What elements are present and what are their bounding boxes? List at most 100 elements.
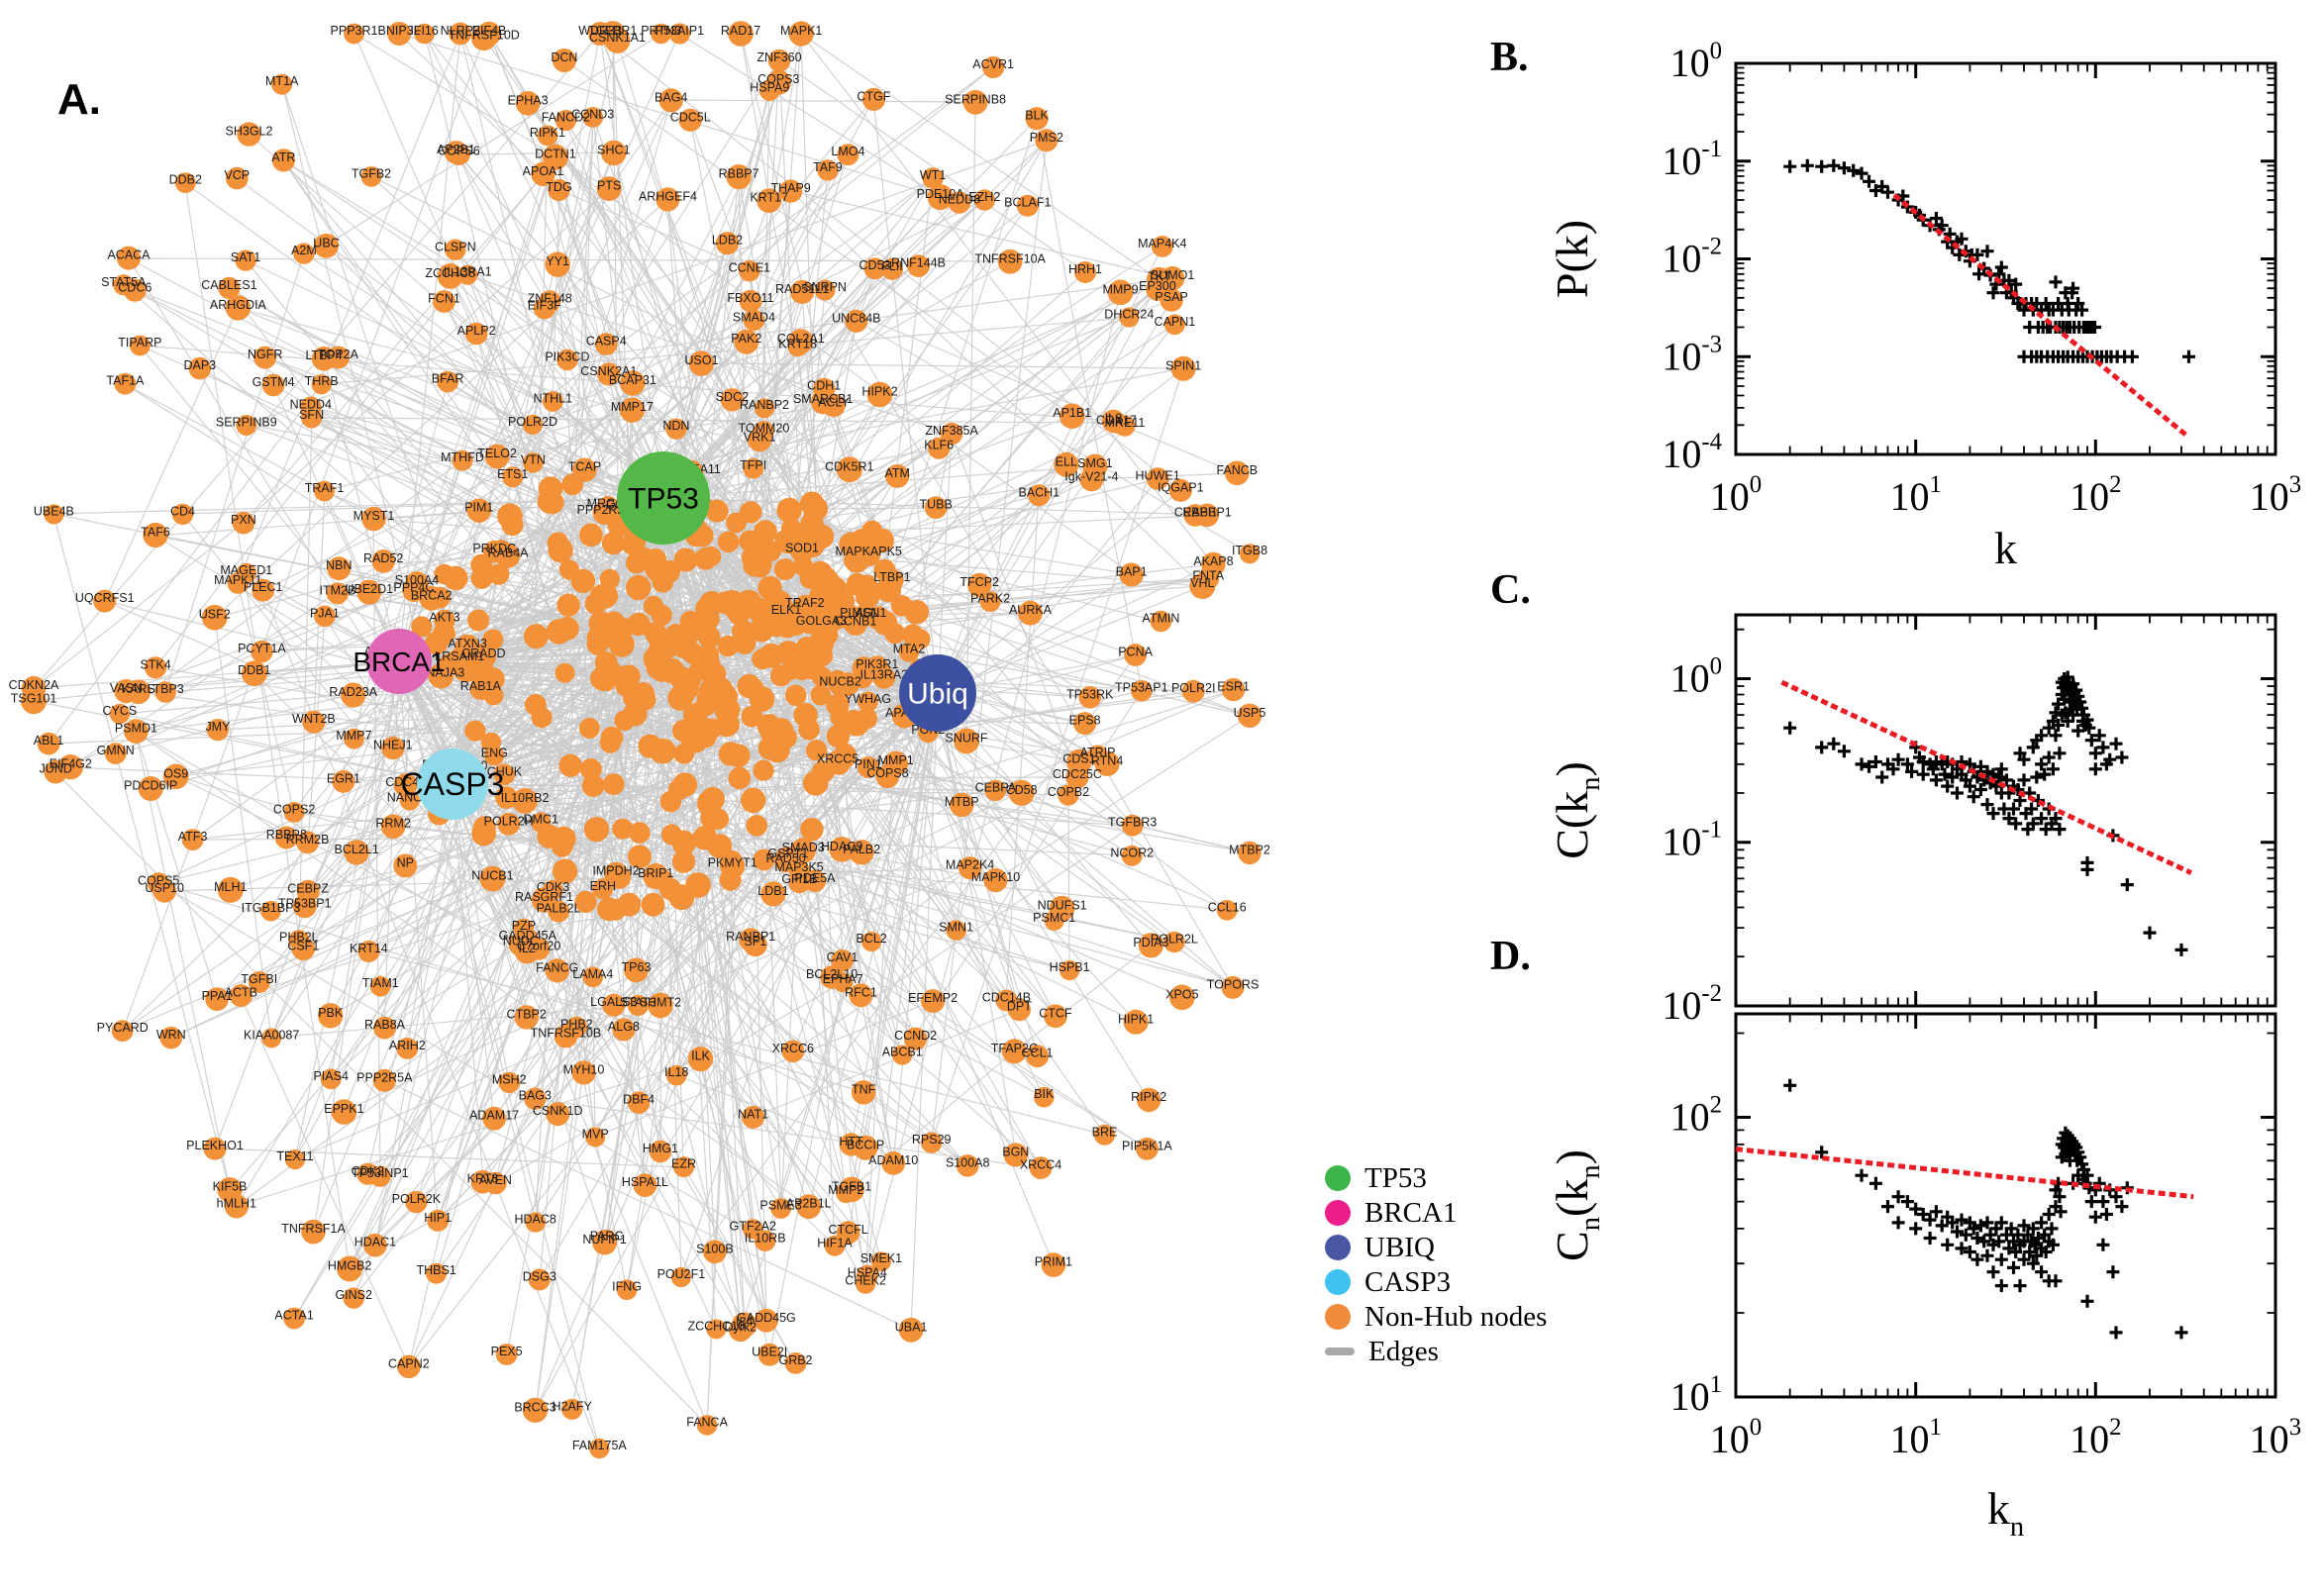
svg-text:BCAP31: BCAP31 <box>609 373 656 387</box>
svg-text:TRAF2: TRAF2 <box>785 596 825 610</box>
svg-text:NUCB2: NUCB2 <box>819 674 860 688</box>
svg-text:THRB: THRB <box>305 374 339 388</box>
svg-text:CTCFL: CTCFL <box>828 1223 867 1237</box>
svg-text:SHMT2: SHMT2 <box>640 995 681 1009</box>
svg-text:STAT3: STAT3 <box>620 996 656 1010</box>
svg-text:COPS6: COPS6 <box>438 145 479 158</box>
svg-text:ACVR1: ACVR1 <box>972 57 1014 71</box>
svg-text:HSPA9: HSPA9 <box>750 80 789 94</box>
svg-text:10-4: 10-4 <box>1662 429 1722 476</box>
svg-text:UBE2I: UBE2I <box>752 1345 787 1358</box>
svg-text:VRK1: VRK1 <box>744 430 776 444</box>
hub-label-ubiq: Ubiq <box>907 678 968 711</box>
svg-text:PDCD6IP: PDCD6IP <box>124 779 177 793</box>
svg-text:NUDC: NUDC <box>503 935 539 948</box>
svg-text:PIK3CD: PIK3CD <box>545 350 589 364</box>
svg-text:IFI16: IFI16 <box>410 24 439 38</box>
svg-text:UBA1: UBA1 <box>895 1320 928 1334</box>
svg-text:EZH2: EZH2 <box>968 190 1000 204</box>
svg-text:MAP3K5: MAP3K5 <box>774 860 823 874</box>
svg-text:PRIM1: PRIM1 <box>1035 1255 1072 1269</box>
svg-text:IMPDH2: IMPDH2 <box>592 864 639 878</box>
svg-text:RAB1A: RAB1A <box>460 679 502 693</box>
legend-label: CASP3 <box>1364 1265 1452 1298</box>
svg-text:USP5: USP5 <box>1234 706 1266 720</box>
svg-text:POLR2D: POLR2D <box>508 415 557 429</box>
svg-text:FNTA: FNTA <box>1192 569 1224 583</box>
svg-text:WRN: WRN <box>156 1028 186 1042</box>
svg-text:ACLY: ACLY <box>818 395 850 409</box>
svg-text:DDB2: DDB2 <box>169 173 202 187</box>
svg-text:RASGRF1: RASGRF1 <box>515 890 573 904</box>
svg-text:ITGB1BP3: ITGB1BP3 <box>242 901 301 915</box>
svg-text:AKAP8: AKAP8 <box>1193 554 1233 568</box>
svg-text:CDKN2A: CDKN2A <box>9 678 59 692</box>
svg-text:XRCC6: XRCC6 <box>772 1042 814 1055</box>
svg-text:PBK: PBK <box>318 1006 344 1020</box>
svg-text:CTBP2: CTBP2 <box>507 1008 547 1022</box>
svg-text:RRM2: RRM2 <box>375 817 410 831</box>
svg-text:100: 100 <box>1710 471 1762 519</box>
svg-text:SDC2: SDC2 <box>716 390 749 404</box>
svg-text:PSME3: PSME3 <box>759 1199 801 1213</box>
svg-text:BRCA2: BRCA2 <box>411 588 453 602</box>
svg-text:IL13RA1: IL13RA1 <box>444 265 492 279</box>
svg-text:GTF2A2: GTF2A2 <box>730 1219 776 1233</box>
svg-text:USP10: USP10 <box>145 881 184 895</box>
svg-text:HIF1A: HIF1A <box>817 1236 853 1249</box>
svg-text:EPHA7: EPHA7 <box>823 972 863 986</box>
svg-text:ARHGEF4: ARHGEF4 <box>639 189 697 203</box>
svg-text:AURKA: AURKA <box>1009 603 1053 617</box>
svg-text:IL10RB2: IL10RB2 <box>501 791 550 805</box>
svg-text:PAK2: PAK2 <box>731 332 761 346</box>
svg-text:PJA1: PJA1 <box>310 606 340 620</box>
edge-swatch-icon <box>1325 1347 1355 1355</box>
svg-text:10-1: 10-1 <box>1662 817 1722 864</box>
svg-text:NEDD8: NEDD8 <box>939 193 980 207</box>
panel-d-label: D. <box>1490 934 1531 979</box>
svg-text:PSMD1: PSMD1 <box>115 722 157 736</box>
svg-text:10-2: 10-2 <box>1662 234 1722 281</box>
svg-text:MTBP: MTBP <box>945 795 979 809</box>
svg-text:SNRPN: SNRPN <box>803 280 847 294</box>
svg-text:101: 101 <box>1889 471 1941 519</box>
svg-text:BGN: BGN <box>1002 1146 1029 1159</box>
svg-text:DSG3: DSG3 <box>523 1270 556 1284</box>
svg-text:CAV1: CAV1 <box>827 950 858 964</box>
legend-label: BRCA1 <box>1364 1196 1458 1229</box>
svg-text:RIPK1: RIPK1 <box>530 126 565 140</box>
svg-text:CEBPA: CEBPA <box>975 780 1017 794</box>
svg-text:CHEK2: CHEK2 <box>845 1274 886 1288</box>
svg-text:TKT: TKT <box>1148 270 1171 284</box>
svg-text:ZNF385A: ZNF385A <box>925 424 978 438</box>
brca1-hub-swatch-icon <box>1325 1200 1351 1226</box>
svg-text:SAT1: SAT1 <box>231 250 260 264</box>
svg-text:GOLGA3: GOLGA3 <box>796 614 847 628</box>
svg-text:SMAD4: SMAD4 <box>733 310 775 324</box>
svg-text:ACTB: ACTB <box>225 986 257 1000</box>
svg-text:MLH1: MLH1 <box>214 880 247 894</box>
svg-text:AP2B1: AP2B1 <box>437 143 475 156</box>
svg-text:ALG8: ALG8 <box>608 1020 640 1034</box>
svg-text:PPP4C: PPP4C <box>393 580 434 594</box>
svg-text:STAT5A: STAT5A <box>101 275 147 289</box>
svg-text:LTBP4: LTBP4 <box>305 349 342 362</box>
svg-text:STK4: STK4 <box>140 657 170 671</box>
svg-text:HSPA1L: HSPA1L <box>622 1175 668 1189</box>
svg-text:DAP3: DAP3 <box>183 358 216 372</box>
svg-text:POLR2K: POLR2K <box>392 1192 442 1206</box>
svg-text:MAP4K4: MAP4K4 <box>1138 237 1186 250</box>
svg-text:TEX11: TEX11 <box>276 1149 313 1163</box>
svg-text:MT1A: MT1A <box>265 74 299 88</box>
svg-text:ENG: ENG <box>481 747 508 760</box>
svg-text:PARK2: PARK2 <box>970 592 1010 606</box>
svg-text:HRH1: HRH1 <box>1068 262 1102 276</box>
svg-text:HMGB2: HMGB2 <box>328 1259 372 1273</box>
svg-text:YY1: YY1 <box>546 254 569 268</box>
svg-text:CLSPN: CLSPN <box>435 240 476 253</box>
svg-text:CYCS: CYCS <box>103 704 138 718</box>
legend-item-brca1: BRCA1 <box>1325 1196 1547 1229</box>
svg-text:BAG3: BAG3 <box>519 1089 552 1103</box>
svg-text:COPS5: COPS5 <box>138 873 179 887</box>
